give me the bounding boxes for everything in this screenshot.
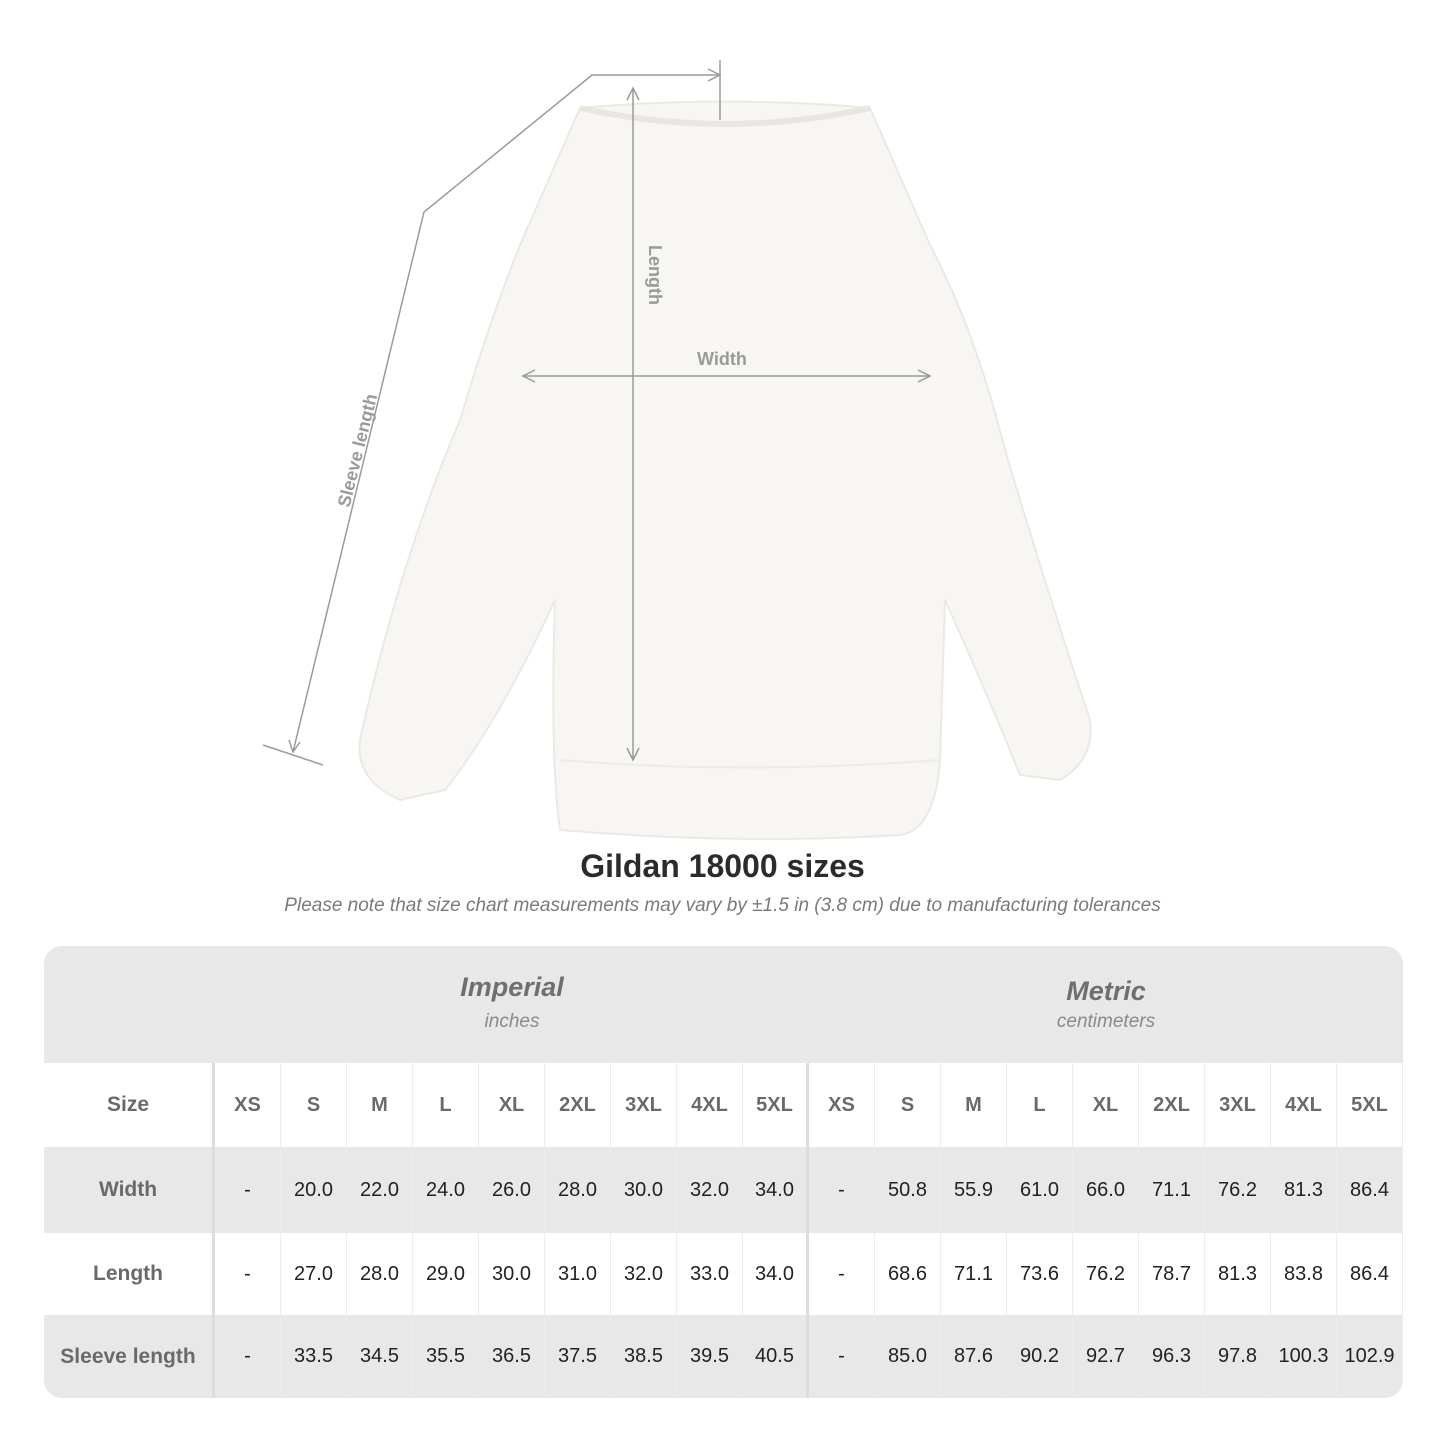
metric-value-cell: 76.2 [1205, 1147, 1271, 1233]
metric-value-cell: 73.6 [1007, 1233, 1073, 1315]
imperial-value-cell: 27.0 [281, 1233, 347, 1315]
sleeve-measure-line [292, 74, 720, 753]
metric-value-cell: 55.9 [941, 1147, 1007, 1233]
imperial-value-cell: 34.0 [743, 1147, 809, 1233]
metric-value-cell: 83.8 [1271, 1233, 1337, 1315]
imperial-value-cell: 31.0 [545, 1233, 611, 1315]
imperial-value-cell: 30.0 [611, 1147, 677, 1233]
imperial-value-cell: 20.0 [281, 1147, 347, 1233]
metric-value-cell: 71.1 [1139, 1147, 1205, 1233]
table-row: Width -20.0 22.0 24.0 26.0 28.0 30.0 32.0 34.0-5… [44, 1147, 1403, 1233]
metric-value-cell: 87.6 [941, 1315, 1007, 1398]
width-label: Width [697, 349, 747, 369]
metric-value-cell: 68.6 [875, 1233, 941, 1315]
imperial-size-l: L [413, 1063, 479, 1147]
metric-value-cell: 86.4 [1337, 1147, 1403, 1233]
metric-size-m: M [941, 1063, 1007, 1147]
metric-value-cell: 85.0 [875, 1315, 941, 1398]
metric-size-l: L [1007, 1063, 1073, 1147]
imperial-value-cell: 38.5 [611, 1315, 677, 1398]
sweatshirt-diagram [262, 60, 1092, 840]
metric-value-cell: - [809, 1147, 875, 1233]
metric-value-cell: 50.8 [875, 1147, 941, 1233]
metric-value-cell: 66.0 [1073, 1147, 1139, 1233]
metric-value-cell: - [809, 1315, 875, 1398]
metric-size-xl: XL [1073, 1063, 1139, 1147]
table-row: Sleeve length -33.5 34.5 35.5 36.5 37.5 38.5 39… [44, 1315, 1403, 1398]
imperial-value-cell: - [215, 1233, 281, 1315]
row-label: Width [44, 1147, 215, 1233]
imperial-value-cell: 28.0 [347, 1233, 413, 1315]
metric-value-cell: 61.0 [1007, 1147, 1073, 1233]
imperial-size-3xl: 3XL [611, 1063, 677, 1147]
imperial-value-cell: 30.0 [479, 1233, 545, 1315]
imperial-value-cell: 32.0 [611, 1233, 677, 1315]
metric-heading: Metric [1066, 976, 1146, 1006]
imperial-value-cell: 39.5 [677, 1315, 743, 1398]
metric-value-cell: 78.7 [1139, 1233, 1205, 1315]
row-label: Length [44, 1233, 215, 1315]
imperial-size-xs: XS [215, 1063, 281, 1147]
metric-size-xs: XS [809, 1063, 875, 1147]
imperial-value-cell: 35.5 [413, 1315, 479, 1398]
metric-size-s: S [875, 1063, 941, 1147]
sweatshirt-illustration [358, 100, 1092, 840]
metric-header: Metric centimeters [809, 946, 1403, 1063]
imperial-value-cell: 32.0 [677, 1147, 743, 1233]
metric-value-cell: 86.4 [1337, 1233, 1403, 1315]
imperial-heading: Imperial [460, 972, 564, 1002]
imperial-size-5xl: 5XL [743, 1063, 809, 1147]
size-label: Size [44, 1063, 215, 1147]
imperial-size-4xl: 4XL [677, 1063, 743, 1147]
imperial-value-cell: 29.0 [413, 1233, 479, 1315]
metric-value-cell: 71.1 [941, 1233, 1007, 1315]
imperial-unit: inches [484, 1011, 540, 1032]
page-title: Gildan 18000 sizes [580, 848, 865, 884]
imperial-size-s: S [281, 1063, 347, 1147]
metric-value-cell: 81.3 [1205, 1233, 1271, 1315]
metric-size-3xl: 3XL [1205, 1063, 1271, 1147]
imperial-header: Imperial inches [215, 946, 809, 1063]
imperial-value-cell: 28.0 [545, 1147, 611, 1233]
imperial-value-cell: 22.0 [347, 1147, 413, 1233]
size-header-row: Size XS S M L XL 2XL 3XL 4XL 5XL XS S M L XL 2XL 3XL 4XL 5… [44, 1063, 1403, 1147]
metric-value-cell: 96.3 [1139, 1315, 1205, 1398]
metric-size-4xl: 4XL [1271, 1063, 1337, 1147]
metric-value-cell: - [809, 1233, 875, 1315]
metric-value-cell: 76.2 [1073, 1233, 1139, 1315]
imperial-value-cell: 37.5 [545, 1315, 611, 1398]
tolerance-note: Please note that size chart measurements… [284, 895, 1161, 916]
imperial-size-2xl: 2XL [545, 1063, 611, 1147]
imperial-value-cell: - [215, 1147, 281, 1233]
metric-size-2xl: 2XL [1139, 1063, 1205, 1147]
imperial-value-cell: 34.5 [347, 1315, 413, 1398]
metric-value-cell: 102.9 [1337, 1315, 1403, 1398]
imperial-value-cell: 26.0 [479, 1147, 545, 1233]
imperial-value-cell: - [215, 1315, 281, 1398]
imperial-size-xl: XL [479, 1063, 545, 1147]
imperial-size-m: M [347, 1063, 413, 1147]
metric-value-cell: 100.3 [1271, 1315, 1337, 1398]
metric-unit: centimeters [1056, 1011, 1156, 1032]
metric-size-5xl: 5XL [1337, 1063, 1403, 1147]
imperial-value-cell: 24.0 [413, 1147, 479, 1233]
metric-value-cell: 90.2 [1007, 1315, 1073, 1398]
metric-value-cell: 92.7 [1073, 1315, 1139, 1398]
imperial-value-cell: 40.5 [743, 1315, 809, 1398]
imperial-value-cell: 36.5 [479, 1315, 545, 1398]
length-label: Length [645, 245, 665, 305]
size-table: Imperial inches Metric centimeters Size X… [44, 946, 1403, 1398]
imperial-value-cell: 33.5 [281, 1315, 347, 1398]
metric-value-cell: 81.3 [1271, 1147, 1337, 1233]
row-label: Sleeve length [44, 1315, 215, 1398]
imperial-value-cell: 33.0 [677, 1233, 743, 1315]
imperial-value-cell: 34.0 [743, 1233, 809, 1315]
table-row: Length -27.0 28.0 29.0 30.0 31.0 32.0 33.0 34.0-… [44, 1233, 1403, 1315]
metric-value-cell: 97.8 [1205, 1315, 1271, 1398]
